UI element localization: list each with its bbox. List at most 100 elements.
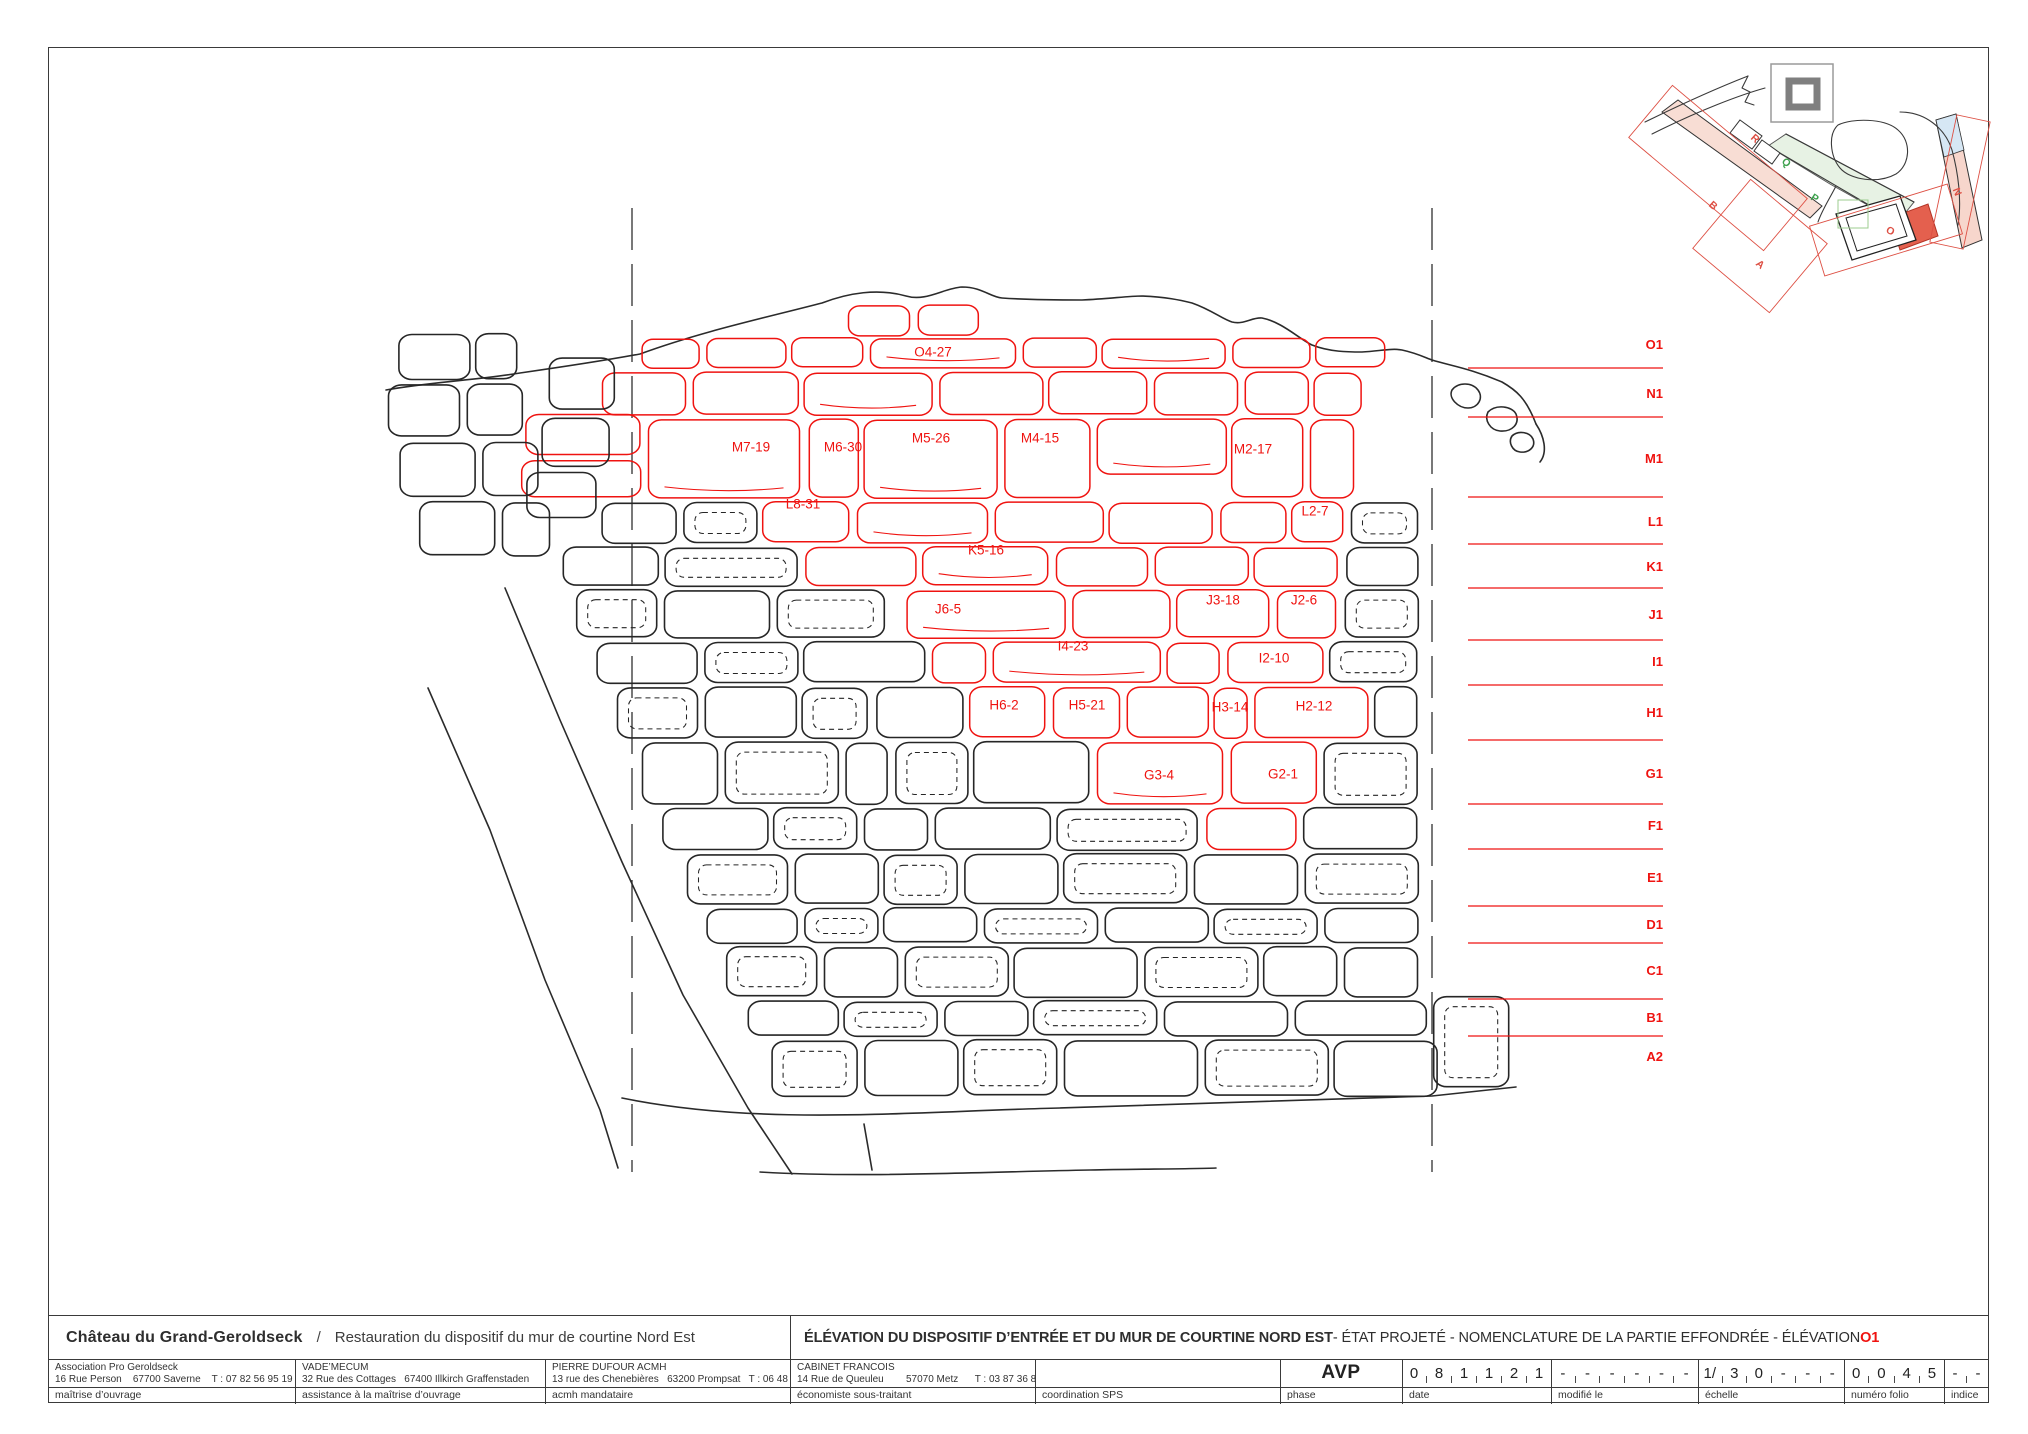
stone-existing <box>1063 1040 1199 1097</box>
meta-cell: 4 <box>1902 1364 1911 1382</box>
meta-cell: - <box>1780 1364 1786 1382</box>
stone-existing <box>1013 947 1138 999</box>
stone-existing <box>387 384 461 437</box>
plan-zone-rects <box>1628 84 1991 314</box>
tb-divider-title <box>790 1316 791 1359</box>
stone-existing <box>1343 947 1419 998</box>
level-label: L1 <box>1648 514 1663 529</box>
cell-tick <box>1501 1376 1502 1383</box>
stone-projected <box>917 304 980 336</box>
stone-existing <box>1302 806 1418 850</box>
stone-label: H5-21 <box>1069 698 1106 713</box>
zone-rect-N <box>1929 114 1991 250</box>
stone-projected <box>992 641 1162 683</box>
cell-tick <box>1526 1376 1527 1383</box>
stone-existing <box>616 687 699 739</box>
ground-line-upper <box>621 1086 1517 1116</box>
stone-sketch-detail <box>664 486 784 492</box>
stone-existing <box>662 807 769 851</box>
stone-existing <box>1304 853 1420 904</box>
stones-layer <box>387 304 1510 1098</box>
stone-projected <box>1220 501 1287 544</box>
cell-tick <box>1599 1376 1601 1383</box>
tb-column-divider <box>1035 1359 1036 1404</box>
site-plan-zone-label: B <box>1706 199 1720 213</box>
stone-existing <box>882 906 978 943</box>
stone-existing <box>601 502 677 545</box>
stone-existing <box>548 357 616 410</box>
stone-projected <box>803 372 933 417</box>
meta-cell: 2 <box>1509 1364 1519 1382</box>
party-info: PIERRE DUFOUR ACMH 13 rue des Chenebière… <box>552 1362 788 1385</box>
meta-cell: 1/ <box>1703 1364 1716 1382</box>
level-label: F1 <box>1648 818 1663 833</box>
stone-existing <box>706 908 798 945</box>
stone-weathering-detail <box>994 918 1088 935</box>
cell-tick <box>1574 1376 1576 1383</box>
stone-projected <box>692 371 800 415</box>
stone-projected <box>520 459 642 498</box>
stone-weathering-detail <box>1315 863 1408 895</box>
stone-projected <box>1072 589 1171 639</box>
terrain-ridge-2 <box>1651 87 1766 135</box>
stone-weathering-detail <box>715 651 788 675</box>
level-label: A2 <box>1646 1049 1663 1064</box>
stone-label: H6-2 <box>989 698 1018 713</box>
stone-projected <box>1096 742 1224 805</box>
stone-weathering-detail <box>787 599 874 629</box>
meta-cell: 8 <box>1434 1364 1444 1382</box>
stone-existing <box>686 854 789 905</box>
stone-weathering-detail <box>894 864 947 896</box>
stone-projected <box>1290 500 1344 543</box>
cell-tick <box>1648 1376 1650 1383</box>
sheet-title-bold: ÉLÉVATION DU DISPOSITIF D’ENTRÉE ET DU M… <box>804 1329 1333 1346</box>
stone-weathering-detail <box>1215 1049 1318 1087</box>
party-role: assistance à la maîtrise d’ouvrage <box>302 1389 461 1401</box>
meta-cell: - <box>1560 1364 1566 1382</box>
stone-existing <box>1350 502 1419 544</box>
stone-projected <box>1309 419 1355 499</box>
meta-label-date: date <box>1409 1389 1430 1401</box>
stone-existing <box>641 742 719 805</box>
meta-cell: 5 <box>1927 1364 1937 1382</box>
stone-existing <box>596 642 698 685</box>
stone-sketch-detail <box>938 573 1032 578</box>
stone-existing <box>823 947 899 998</box>
stone-weathering-detail <box>974 1049 1047 1087</box>
stone-existing <box>1213 908 1318 945</box>
zone-rect-O <box>1808 183 1964 277</box>
level-label: J1 <box>1649 607 1663 622</box>
stone-projected <box>1153 372 1239 416</box>
stone-projected <box>1206 807 1297 851</box>
stone-projected <box>1230 741 1318 804</box>
party-info: CABINET FRANCOIS 14 Rue de Queuleu 57070… <box>797 1362 1035 1385</box>
stone-existing <box>1346 546 1419 587</box>
stone-existing <box>804 907 879 944</box>
stone-projected <box>1055 547 1149 587</box>
stone-projected <box>847 305 911 337</box>
stone-label: J2-6 <box>1291 593 1317 608</box>
stone-sketch-detail <box>1009 670 1145 676</box>
stone-existing <box>972 740 1090 804</box>
stone-weathering-detail <box>1224 918 1307 935</box>
stone-existing <box>526 471 597 519</box>
stone-weathering-detail <box>1355 599 1408 629</box>
stone-label: G3-4 <box>1144 768 1175 783</box>
stone-weathering-detail <box>915 956 998 988</box>
stone-existing <box>575 588 658 638</box>
stone-existing <box>418 500 496 556</box>
stone-weathering-detail <box>735 751 828 795</box>
stone-existing <box>663 590 771 639</box>
stone-existing <box>664 547 798 588</box>
level-label: H1 <box>1646 705 1663 720</box>
stone-projected <box>1314 336 1386 368</box>
section-guides <box>631 208 1433 1172</box>
stone-projected <box>1276 590 1337 639</box>
stone-projected <box>1154 546 1250 586</box>
party-info <box>1035 1359 1280 1387</box>
sheet-title-regular: - ÉTAT PROJETÉ - NOMENCLATURE DE LA PART… <box>1332 1329 1861 1346</box>
stone-sketch-detail <box>1113 462 1211 468</box>
